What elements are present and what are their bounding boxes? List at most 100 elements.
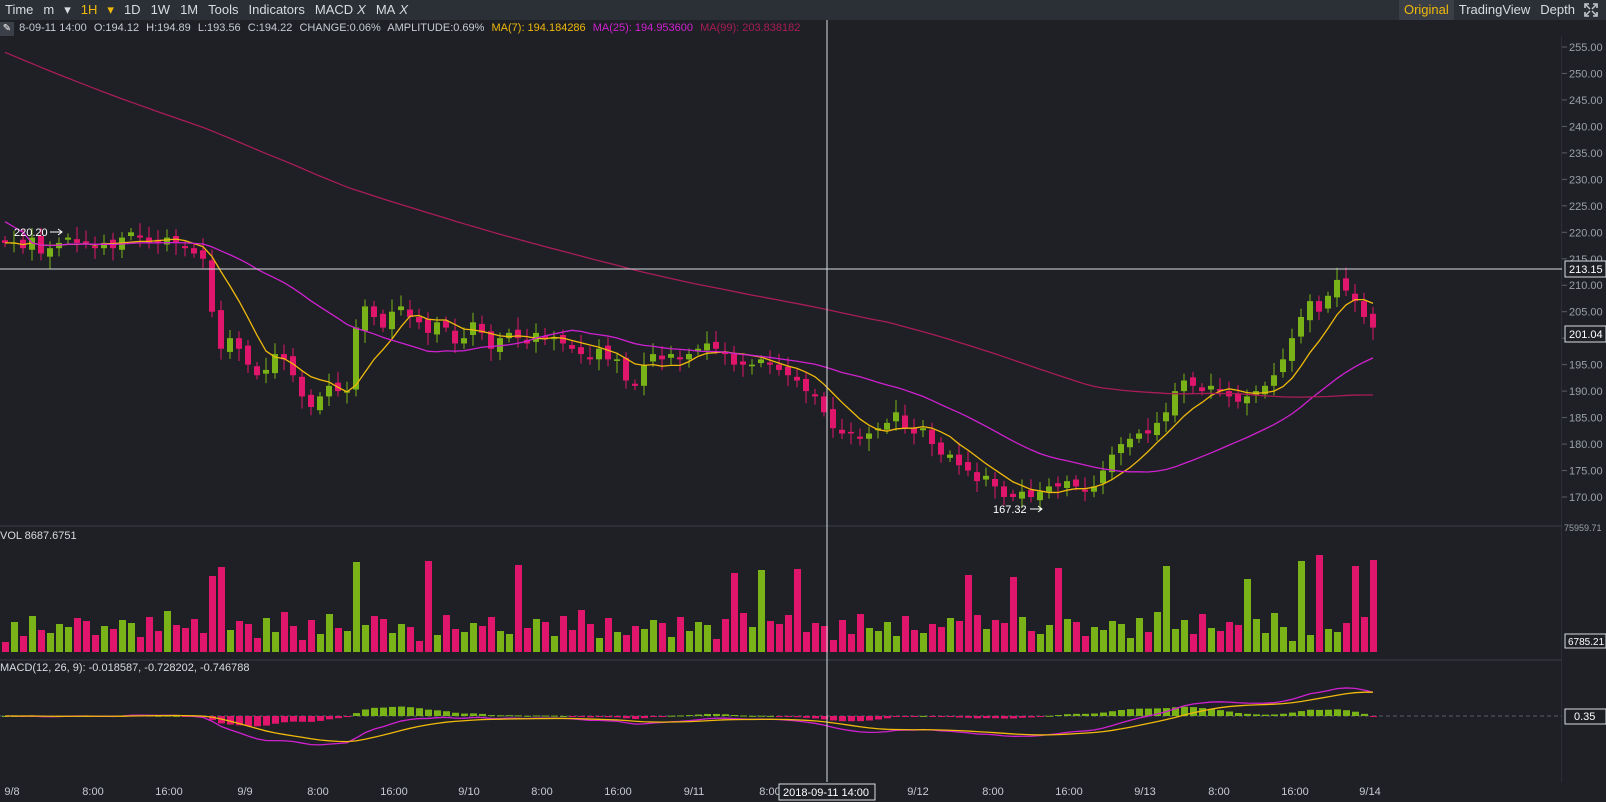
candle-body[interactable] [281,354,287,360]
candle-body[interactable] [965,462,971,471]
candle-body[interactable] [884,422,890,430]
candle-body[interactable] [371,306,377,317]
candle-body[interactable] [74,239,80,243]
candle-body[interactable] [290,356,296,376]
candle-body[interactable] [659,355,665,360]
candle-body[interactable] [29,237,35,250]
candle-body[interactable] [668,354,674,358]
close-icon[interactable]: X [399,2,408,17]
chevron-down-icon[interactable]: ▾ [64,2,71,17]
candle-body[interactable] [1181,380,1187,392]
candle-body[interactable] [902,415,908,429]
candle-body[interactable] [218,310,224,349]
candle-body[interactable] [947,454,953,458]
candle-body[interactable] [1109,454,1115,473]
candle-body[interactable] [497,338,503,352]
candle-body[interactable] [380,313,386,328]
candle-body[interactable] [1028,490,1034,497]
candle-body[interactable] [650,354,656,362]
candle-body[interactable] [83,241,89,243]
candle-body[interactable] [542,336,548,339]
candle-body[interactable] [1334,279,1340,298]
candle-body[interactable] [1010,493,1016,497]
indicators-menu[interactable]: Indicators [248,2,305,17]
candle-body[interactable] [20,239,26,249]
candle-body[interactable] [533,332,539,342]
candle-body[interactable] [227,338,233,352]
candle-body[interactable] [614,359,620,361]
candle-body[interactable] [983,475,989,480]
candle-body[interactable] [128,232,134,236]
candle-body[interactable] [1145,430,1151,434]
candle-body[interactable] [1073,479,1079,487]
tools-menu[interactable]: Tools [208,2,239,17]
candle-body[interactable] [1352,293,1358,302]
candle-body[interactable] [551,338,557,340]
candle-body[interactable] [1190,377,1196,386]
candle-body[interactable] [569,345,575,349]
interval-1w[interactable]: 1W [150,2,171,17]
candle-body[interactable] [353,327,359,390]
candle-body[interactable] [623,357,629,381]
candle-body[interactable] [416,317,422,323]
candle-body[interactable] [515,329,521,339]
candle-body[interactable] [1082,489,1088,492]
candle-body[interactable] [1325,295,1331,309]
candle-body[interactable] [641,364,647,386]
candle-body[interactable] [236,338,242,349]
candle-body[interactable] [740,361,746,365]
price-axis[interactable] [1562,36,1606,782]
candle-body[interactable] [749,364,755,367]
candle-body[interactable] [866,433,872,439]
candle-body[interactable] [182,246,188,249]
candle-body[interactable] [272,354,278,374]
candle-body[interactable] [191,248,197,254]
candle-body[interactable] [434,322,440,335]
candle-body[interactable] [992,479,998,487]
candle-body[interactable] [956,454,962,466]
candle-body[interactable] [587,357,593,360]
candle-body[interactable] [722,351,728,355]
candle-body[interactable] [776,364,782,370]
candle-body[interactable] [470,322,476,335]
candle-body[interactable] [479,323,485,333]
interval-minute[interactable]: m [43,2,55,17]
ma-indicator-tab[interactable]: MA X [371,0,413,20]
candle-body[interactable] [677,357,683,360]
candle-body[interactable] [317,396,323,411]
candle-body[interactable] [1280,359,1286,373]
candle-body[interactable] [1217,389,1223,392]
candle-body[interactable] [596,348,602,360]
candle-body[interactable] [209,260,215,312]
candle-body[interactable] [443,320,449,328]
candle-body[interactable] [65,237,71,240]
candle-body[interactable] [47,248,53,257]
interval-1h[interactable]: 1H [80,2,98,17]
candle-body[interactable] [911,428,917,434]
candle-body[interactable] [1307,301,1313,321]
candle-body[interactable] [200,250,206,259]
candle-body[interactable] [767,362,773,365]
candle-body[interactable] [686,354,692,360]
candle-body[interactable] [1055,483,1061,487]
candle-body[interactable] [1163,412,1169,422]
candle-body[interactable] [1064,481,1070,488]
candle-body[interactable] [758,359,764,364]
candle-body[interactable] [1172,391,1178,416]
candle-body[interactable] [1136,433,1142,439]
candle-body[interactable] [1100,470,1106,484]
candle-body[interactable] [389,311,395,330]
candle-body[interactable] [839,429,845,434]
candle-body[interactable] [1037,491,1043,501]
interval-time[interactable]: Time [5,2,34,17]
candle-body[interactable] [821,396,827,413]
close-icon[interactable]: X [357,2,366,17]
chevron-down-icon[interactable]: ▾ [107,2,114,17]
candle-body[interactable] [452,330,458,344]
candle-body[interactable] [893,412,899,422]
candle-body[interactable] [254,366,260,376]
candle-body[interactable] [578,347,584,355]
candle-body[interactable] [299,376,305,397]
macd-indicator-tab[interactable]: MACD X [310,0,371,20]
